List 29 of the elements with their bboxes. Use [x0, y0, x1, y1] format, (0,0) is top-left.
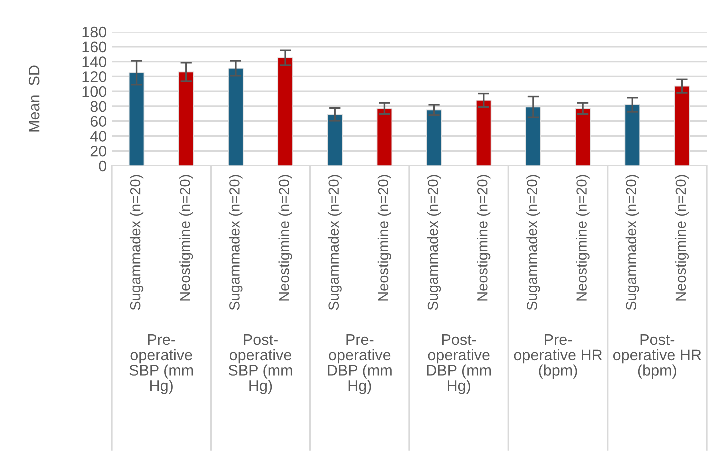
x-tick-label: Neostigmine (n=20) — [180, 175, 194, 301]
text: Post- operative DBP (mm Hg) — [427, 334, 492, 394]
y-tick-label: 80 — [90, 101, 107, 112]
y-axis-title: Mean SD — [28, 66, 40, 132]
y-tick-label: 60 — [90, 116, 107, 128]
y-tick-label: 40 — [90, 131, 107, 142]
y-tick-label: 120 — [82, 72, 107, 82]
x-tick-label: Neostigmine (n=20) — [378, 175, 392, 301]
x-tick-label: Neostigmine (n=20) — [278, 175, 292, 301]
x-tick-label: Sugammadex (n=20) — [328, 175, 342, 310]
x-tick-label: Sugammadex (n=20) — [626, 175, 640, 310]
text: Pre- operative DBP (mm Hg) — [328, 334, 392, 394]
y-tick-label: 100 — [82, 86, 107, 98]
y-tick-label: 160 — [82, 42, 107, 53]
text: Pre- operative HR (bpm) — [514, 334, 602, 379]
y-tick-label: 0 — [99, 160, 107, 172]
x-tick-label: Sugammadex (n=20) — [229, 175, 243, 310]
y-tick-label: 140 — [82, 56, 107, 68]
y-tick-label: 20 — [90, 146, 107, 157]
x-tick-label: Neostigmine (n=20) — [675, 175, 690, 301]
x-tick-label: Neostigmine (n=20) — [576, 175, 590, 301]
x-tick-label: Sugammadex (n=20) — [526, 175, 540, 310]
text: Pre- operative SBP (mm Hg) — [130, 334, 194, 394]
text: Post- operative HR (bpm) — [613, 334, 702, 379]
x-tick-label: Neostigmine (n=20) — [477, 175, 491, 301]
x-tick-label: Sugammadex (n=20) — [130, 175, 144, 310]
x-tick-label: Sugammadex (n=20) — [427, 175, 442, 310]
y-tick-label: 180 — [82, 26, 107, 38]
text: Post- operative SBP (mm Hg) — [228, 334, 292, 394]
